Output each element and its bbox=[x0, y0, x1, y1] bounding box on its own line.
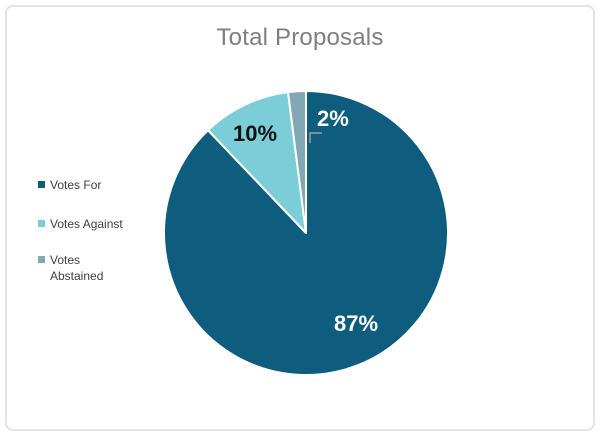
data-label-votes-for: 87% bbox=[334, 311, 379, 336]
legend-swatch-votes-for bbox=[38, 181, 45, 188]
legend-label-votes-abstained: Votes Abstained bbox=[50, 253, 104, 283]
legend-label-votes-for: Votes For bbox=[50, 178, 102, 192]
legend-item-votes-for: Votes For bbox=[38, 177, 101, 193]
legend-item-votes-against: Votes Against bbox=[38, 216, 123, 232]
pie-slice-votes-against bbox=[207, 91, 307, 234]
legend-swatch-votes-abstained bbox=[38, 256, 45, 263]
data-label-votes-against: 10% bbox=[233, 121, 278, 146]
chart-title: Total Proposals bbox=[216, 24, 384, 51]
legend-label-votes-against: Votes Against bbox=[50, 217, 123, 231]
legend-swatch-votes-against bbox=[38, 220, 45, 227]
data-label-votes-abstained: 2% bbox=[317, 106, 349, 131]
legend-item-votes-abstained: Votes Abstained bbox=[38, 252, 116, 284]
pie-slice-votes-abstained bbox=[287, 89, 307, 234]
leader-line-votes-abstained bbox=[309, 132, 322, 143]
